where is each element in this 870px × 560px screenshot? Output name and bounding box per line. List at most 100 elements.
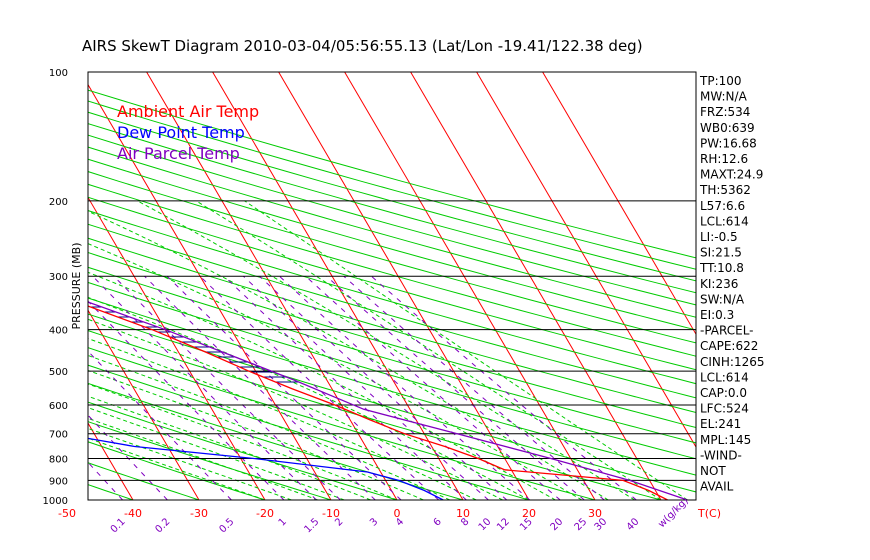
isotherm-line (88, 309, 200, 500)
index-label: TT:10.8 (699, 261, 744, 275)
dry-adiabat-line (88, 252, 696, 429)
index-label: TH:5362 (699, 183, 751, 197)
legend-entry: Air Parcel Temp (117, 144, 240, 163)
isotherm-line (344, 72, 596, 500)
bottom-temp-tick-label: -30 (190, 507, 208, 520)
pressure-tick-label: 900 (49, 476, 68, 487)
dry-adiabat-line (88, 158, 696, 331)
moist-adiabat-line (88, 210, 609, 500)
dry-adiabat-line (88, 134, 696, 306)
dry-adiabat-line (88, 171, 696, 344)
isotherm-line (476, 72, 696, 448)
dry-adiabat-line (88, 297, 696, 476)
air-parcel-templine-line (88, 301, 688, 500)
index-label: SW:N/A (700, 292, 745, 306)
mixing-ratio-label: 0.5 (217, 516, 236, 535)
dry-adiabat-line (88, 111, 696, 282)
chart-title: AIRS SkewT Diagram 2010-03-04/05:56:55.1… (82, 37, 643, 55)
mixing-ratio-label: 40 (625, 516, 642, 533)
mixing-ratio-line (166, 275, 402, 500)
index-label: TP:100 (699, 74, 742, 88)
mixing-ratio-line (88, 414, 168, 500)
moist-adiabat-line (88, 271, 556, 500)
moist-adiabat-line (88, 417, 318, 500)
dry-adiabat-line (88, 441, 266, 500)
isotherm-line (278, 72, 530, 500)
index-label: WB0:639 (700, 121, 755, 135)
dry-adiabat-line (88, 364, 530, 500)
bottom-temp-tick-label: -50 (58, 507, 76, 520)
index-label: MW:N/A (700, 90, 748, 104)
moist-adiabat-line (88, 437, 266, 500)
pressure-tick-label: 1000 (43, 496, 68, 507)
index-label: NOT (700, 464, 726, 478)
mixing-ratio-line (279, 275, 531, 500)
dry-adiabat-line (88, 421, 332, 500)
mixing-ratio-label: 2 (333, 516, 345, 528)
index-label: -PARCEL- (700, 324, 754, 338)
mixing-ratio-line (88, 350, 232, 500)
moist-adiabat-line (88, 296, 530, 500)
bottom-temp-tick-label: 0 (394, 507, 401, 520)
pressure-tick-label: 600 (49, 401, 68, 412)
dry-adiabat-line (88, 146, 696, 318)
index-label: LI:-0.5 (700, 230, 738, 244)
mixing-ratio-label: 25 (573, 516, 590, 533)
pressure-tick-label: 500 (49, 367, 68, 378)
index-label: PW:16.68 (700, 136, 757, 150)
ambient-air-templine-line (88, 305, 668, 500)
isotherm-line (410, 72, 662, 500)
pressure-tick-label: 400 (49, 326, 68, 337)
mixing-ratio-line (305, 275, 561, 500)
index-label: LCL:614 (700, 370, 749, 384)
moist-adiabat-line (88, 427, 292, 500)
mixing-ratio-line (259, 275, 508, 500)
dry-adiabat-line (88, 123, 696, 294)
isotherm-line (0, 72, 1, 500)
pressure-tick-label: 800 (49, 455, 68, 466)
dry-adiabat-line (88, 347, 596, 500)
index-label: SI:21.5 (700, 246, 742, 260)
dry-adiabat-line (88, 266, 696, 444)
legend-entry: Dew Point Temp (117, 123, 245, 142)
mixing-ratio-label: 1 (277, 516, 289, 528)
legend-entry: Ambient Air Temp (117, 102, 259, 121)
pressure-tick-label: 300 (49, 272, 68, 283)
dry-adiabat-line (88, 462, 200, 500)
index-label: RH:12.6 (700, 152, 748, 166)
bottom-temp-tick-label: 30 (588, 507, 602, 520)
dew-point-templine-line (88, 437, 444, 500)
index-label: MPL:145 (700, 433, 751, 447)
mixing-ratio-label: 10 (477, 516, 494, 533)
y-axis-label: PRESSURE (MB) (70, 243, 83, 330)
mixing-ratio-line (343, 275, 605, 500)
mixing-ratio-label: 4 (394, 516, 406, 528)
dry-adiabat-line (88, 313, 696, 493)
mixing-ratio-label: 6 (432, 516, 444, 528)
index-label: LFC:524 (700, 402, 749, 416)
index-label: CINH:1265 (700, 355, 765, 369)
index-label: MAXT:24.9 (700, 168, 763, 182)
dry-adiabat-line (88, 100, 696, 270)
index-label: FRZ:534 (700, 105, 750, 119)
pressure-tick-label: 200 (49, 197, 68, 208)
index-label: LCL:614 (700, 214, 749, 228)
dry-adiabat-line (88, 237, 696, 414)
dry-adiabat-line (88, 196, 696, 371)
x-unit-label: T(C) (697, 507, 721, 520)
mixing-ratio-unit-label: w(g/kg) (656, 496, 691, 531)
bottom-temp-tick-label: -20 (256, 507, 274, 520)
index-label: EI:0.3 (700, 308, 734, 322)
isotherm-line (88, 196, 266, 500)
index-label: CAPE:622 (700, 339, 758, 353)
mixing-ratio-line (243, 275, 489, 500)
index-label: CAP:0.0 (700, 386, 747, 400)
dry-adiabat-line (88, 382, 464, 500)
mixing-ratio-line (92, 275, 317, 500)
mixing-ratio-line (88, 461, 123, 500)
pressure-tick-label: 100 (49, 68, 68, 79)
mixing-ratio-line (113, 275, 341, 500)
mixing-ratio-label: 0.2 (153, 516, 172, 535)
mixing-ratio-label: 3 (368, 516, 380, 528)
